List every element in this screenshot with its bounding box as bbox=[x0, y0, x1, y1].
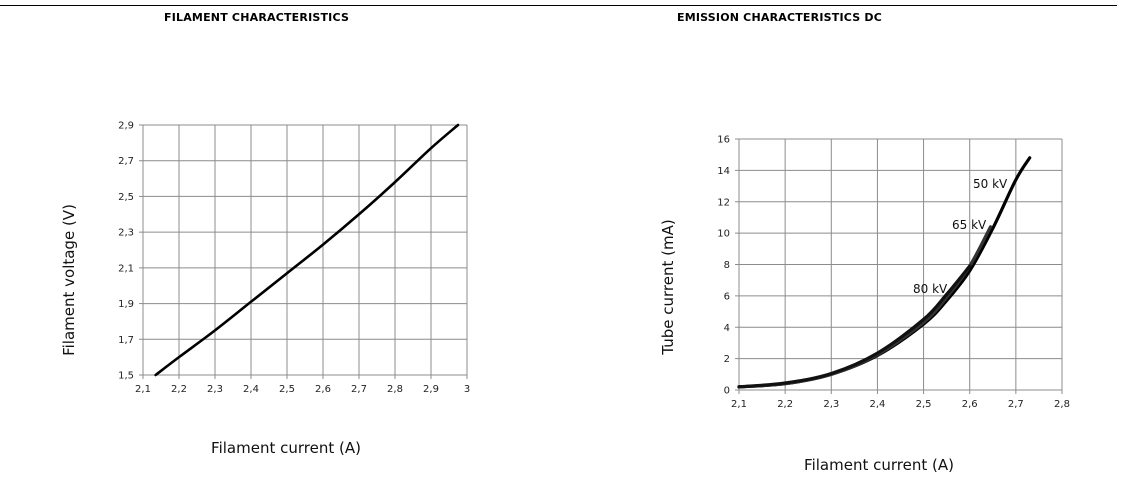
chart-title-emission: EMISSION CHARACTERISTICS DC bbox=[677, 11, 882, 24]
filament-x-tick-label: 2,8 bbox=[387, 384, 403, 395]
emission-y-tick-label: 2 bbox=[724, 354, 730, 365]
filament-y-tick-label: 2,1 bbox=[118, 263, 134, 274]
filament-x-tick-label: 3 bbox=[464, 384, 470, 395]
filament-x-tick-label: 2,5 bbox=[279, 384, 295, 395]
emission-x-tick-label: 2,8 bbox=[1054, 399, 1070, 410]
filament-y-tick-label: 2,9 bbox=[118, 121, 134, 132]
emission-y-tick-label: 0 bbox=[724, 386, 730, 397]
filament-y-axis-label: Filament voltage (V) bbox=[60, 204, 78, 356]
filament-y-tick-label: 1,9 bbox=[118, 299, 134, 310]
emission-y-tick-label: 6 bbox=[724, 291, 730, 302]
emission-y-tick-label: 14 bbox=[717, 166, 730, 177]
emission-x-tick-label: 2,7 bbox=[1008, 399, 1024, 410]
emission-x-tick-label: 2,5 bbox=[916, 399, 932, 410]
emission-series-label-80-kv: 80 kV bbox=[913, 282, 948, 296]
filament-x-tick-label: 2,6 bbox=[315, 384, 331, 395]
emission-y-tick-label: 8 bbox=[724, 260, 730, 271]
emission-x-tick-label: 2,4 bbox=[869, 399, 885, 410]
emission-x-tick-label: 2,6 bbox=[962, 399, 978, 410]
emission-x-tick-label: 2,1 bbox=[731, 399, 747, 410]
top-rule bbox=[0, 5, 1117, 6]
emission-series-label-50-kv: 50 kV bbox=[973, 177, 1008, 191]
emission-y-tick-label: 10 bbox=[717, 229, 730, 240]
filament-x-tick-label: 2,7 bbox=[351, 384, 367, 395]
emission-x-axis-label: Filament current (A) bbox=[804, 456, 954, 474]
chart-title-filament: FILAMENT CHARACTERISTICS bbox=[164, 11, 350, 24]
filament-y-tick-label: 1,5 bbox=[118, 371, 134, 382]
filament-x-tick-label: 2,2 bbox=[171, 384, 187, 395]
filament-y-tick-label: 1,7 bbox=[118, 335, 134, 346]
emission-y-tick-label: 16 bbox=[717, 135, 730, 146]
filament-y-tick-label: 2,3 bbox=[118, 228, 134, 239]
emission-y-tick-label: 4 bbox=[724, 323, 730, 334]
emission-x-tick-label: 2,3 bbox=[823, 399, 839, 410]
filament-x-tick-label: 2,4 bbox=[243, 384, 259, 395]
filament-y-tick-label: 2,7 bbox=[118, 156, 134, 167]
filament-x-tick-label: 2,3 bbox=[207, 384, 223, 395]
emission-y-tick-label: 12 bbox=[717, 197, 730, 208]
filament-x-tick-label: 2,1 bbox=[135, 384, 151, 395]
emission-x-tick-label: 2,2 bbox=[777, 399, 793, 410]
emission-line-65-kv bbox=[737, 225, 993, 389]
emission-line-80-kv bbox=[737, 264, 972, 389]
filament-y-tick-label: 2,5 bbox=[118, 192, 134, 203]
emission-y-axis-label: Tube current (mA) bbox=[659, 219, 677, 355]
emission-series-label-65-kv: 65 kV bbox=[952, 218, 987, 232]
filament-chart: 2,1 2,2 2,3 2,4 2,5 2,6 2,7 2,8 2,9 3 1,5 1,7 1,9 2,1… bbox=[60, 121, 470, 458]
filament-line-series bbox=[154, 123, 460, 377]
filament-x-axis-label: Filament current (A) bbox=[211, 439, 361, 457]
filament-x-tick-label: 2,9 bbox=[423, 384, 439, 395]
